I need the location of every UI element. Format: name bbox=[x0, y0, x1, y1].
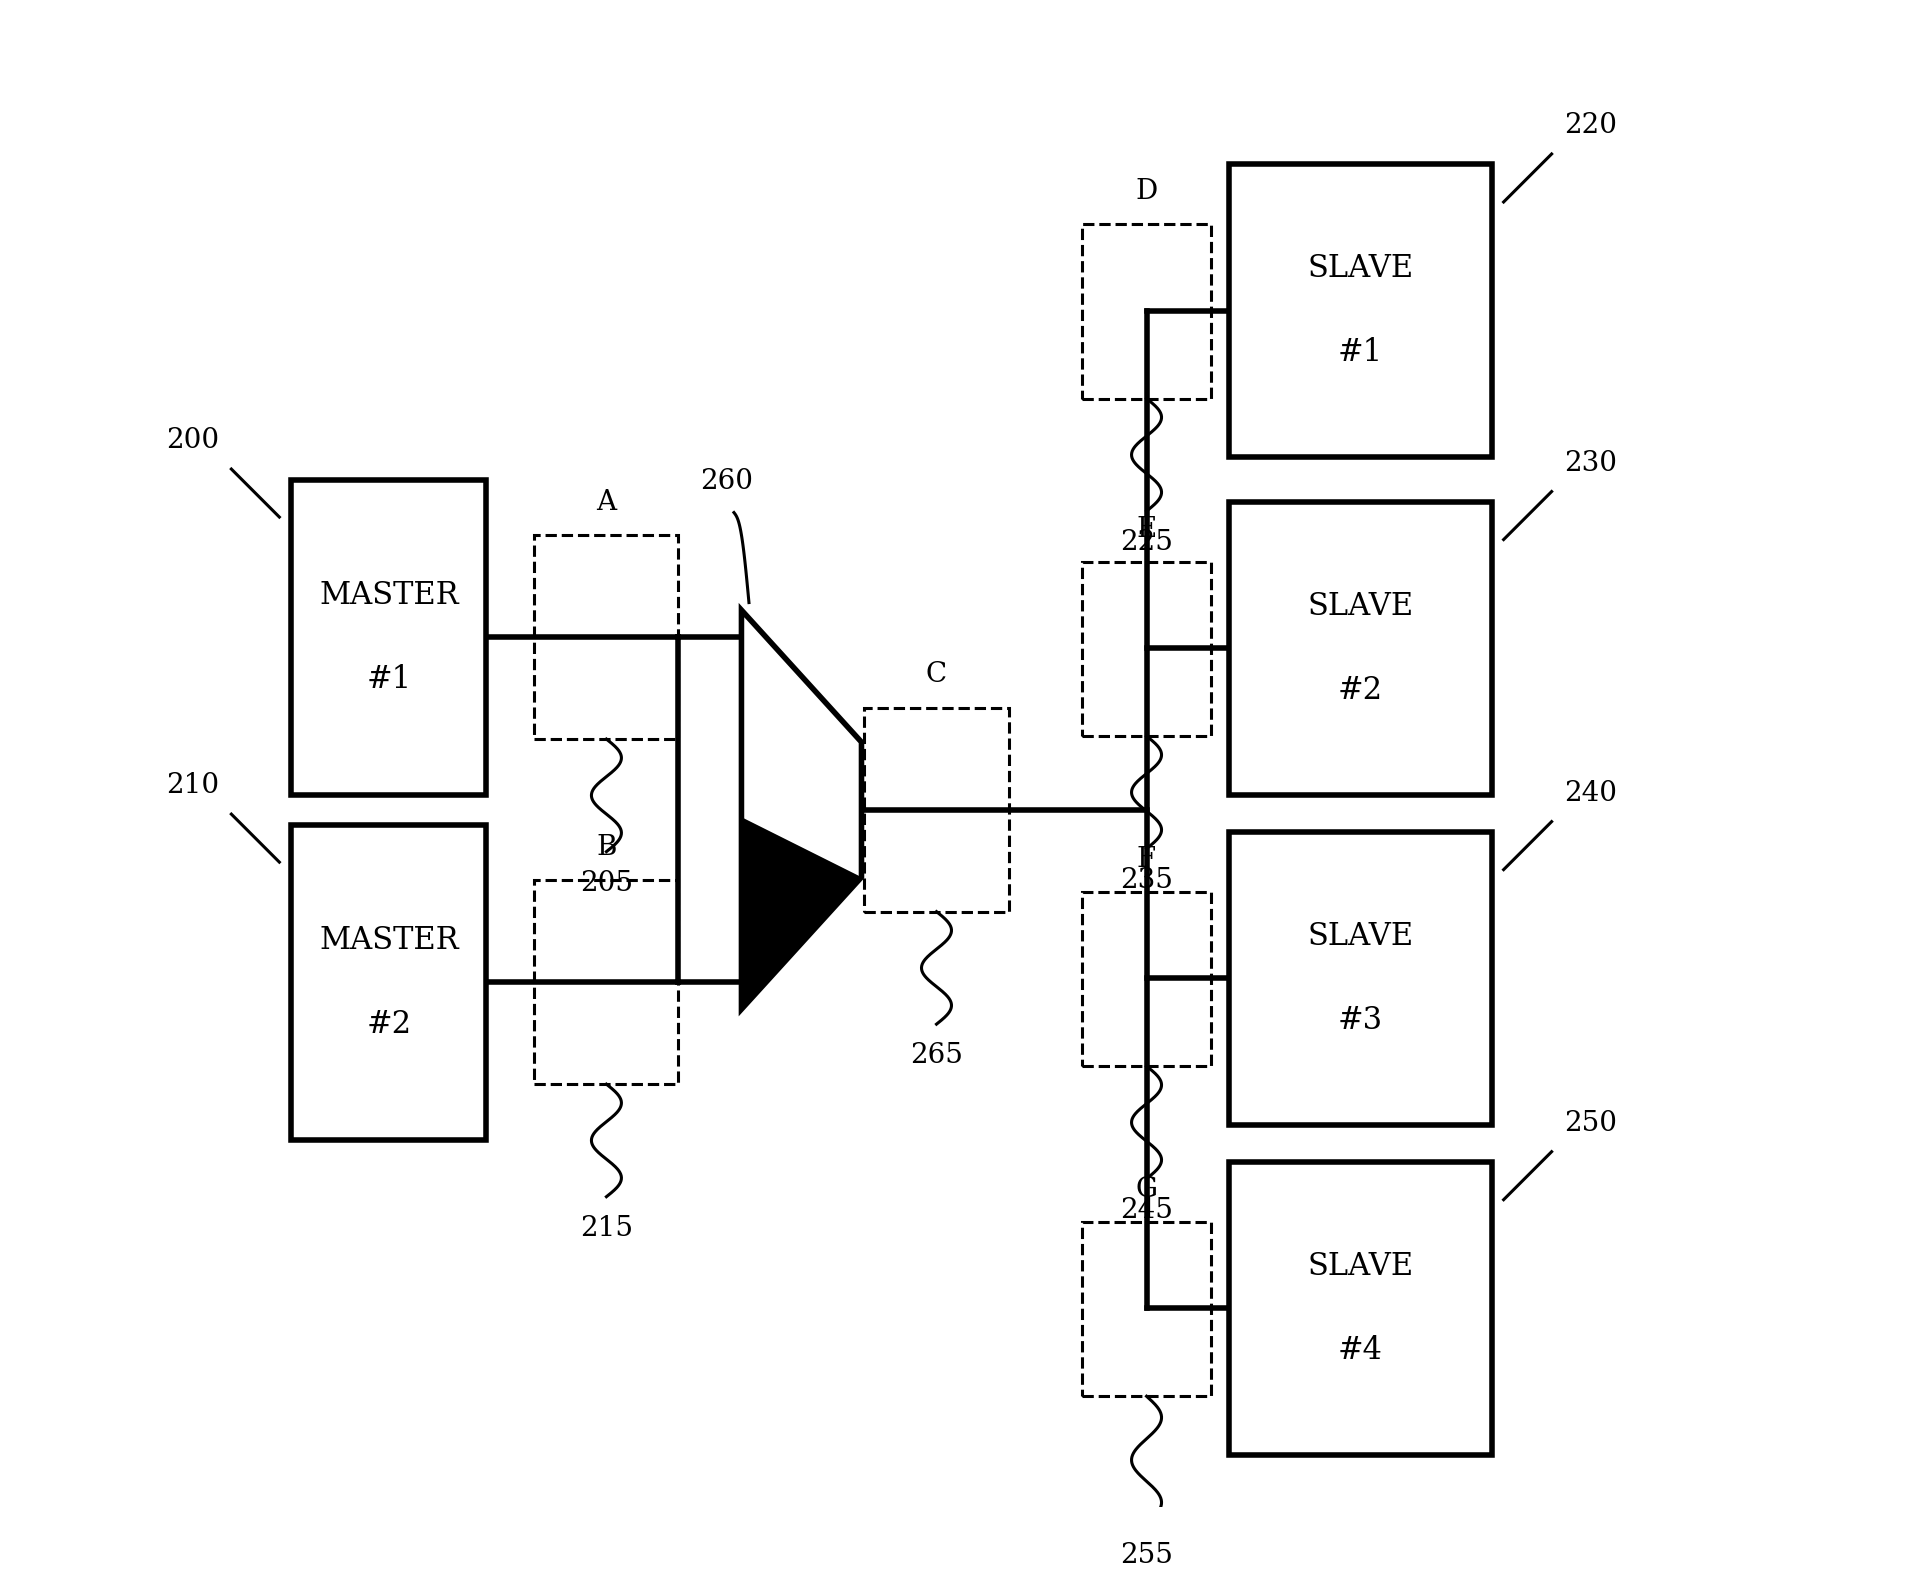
Text: 245: 245 bbox=[1120, 1197, 1174, 1224]
Text: 225: 225 bbox=[1120, 529, 1174, 555]
Text: SLAVE: SLAVE bbox=[1308, 1250, 1414, 1282]
Text: #2: #2 bbox=[366, 1009, 412, 1040]
Text: D: D bbox=[1135, 177, 1158, 206]
Text: #1: #1 bbox=[366, 664, 412, 695]
Text: 215: 215 bbox=[579, 1214, 633, 1241]
Text: F: F bbox=[1137, 846, 1157, 872]
Text: 240: 240 bbox=[1563, 780, 1617, 806]
Text: SLAVE: SLAVE bbox=[1308, 921, 1414, 952]
Text: E: E bbox=[1137, 516, 1157, 543]
Bar bbox=[535, 880, 679, 1084]
Text: 200: 200 bbox=[167, 427, 219, 453]
Text: 210: 210 bbox=[167, 772, 219, 799]
Text: 230: 230 bbox=[1563, 450, 1617, 477]
Bar bbox=[292, 480, 487, 794]
Bar bbox=[1229, 832, 1492, 1125]
Text: 220: 220 bbox=[1563, 111, 1617, 140]
Bar bbox=[1229, 1163, 1492, 1454]
Text: C: C bbox=[926, 661, 947, 689]
Text: #2: #2 bbox=[1337, 675, 1383, 706]
Bar bbox=[865, 708, 1009, 912]
Text: SLAVE: SLAVE bbox=[1308, 253, 1414, 284]
Text: 255: 255 bbox=[1120, 1542, 1174, 1569]
Text: 205: 205 bbox=[579, 869, 633, 896]
Bar bbox=[1082, 224, 1210, 399]
Text: MASTER: MASTER bbox=[318, 579, 458, 610]
Bar bbox=[1082, 1222, 1210, 1396]
Polygon shape bbox=[742, 610, 861, 1009]
Bar bbox=[1082, 562, 1210, 736]
Text: A: A bbox=[596, 488, 616, 516]
Text: #3: #3 bbox=[1337, 1004, 1383, 1036]
Text: #1: #1 bbox=[1337, 337, 1383, 369]
Bar bbox=[1082, 893, 1210, 1067]
Text: G: G bbox=[1135, 1175, 1158, 1203]
Text: MASTER: MASTER bbox=[318, 924, 458, 956]
Bar bbox=[292, 825, 487, 1139]
Text: 235: 235 bbox=[1120, 866, 1174, 894]
Text: SLAVE: SLAVE bbox=[1308, 592, 1414, 621]
Text: 250: 250 bbox=[1563, 1109, 1617, 1136]
Text: 265: 265 bbox=[909, 1042, 963, 1068]
Text: 260: 260 bbox=[700, 468, 754, 494]
Bar bbox=[1229, 165, 1492, 457]
Text: #4: #4 bbox=[1339, 1335, 1383, 1367]
Bar bbox=[1229, 502, 1492, 794]
Polygon shape bbox=[742, 817, 861, 1009]
Bar bbox=[535, 535, 679, 739]
Text: B: B bbox=[596, 833, 618, 861]
